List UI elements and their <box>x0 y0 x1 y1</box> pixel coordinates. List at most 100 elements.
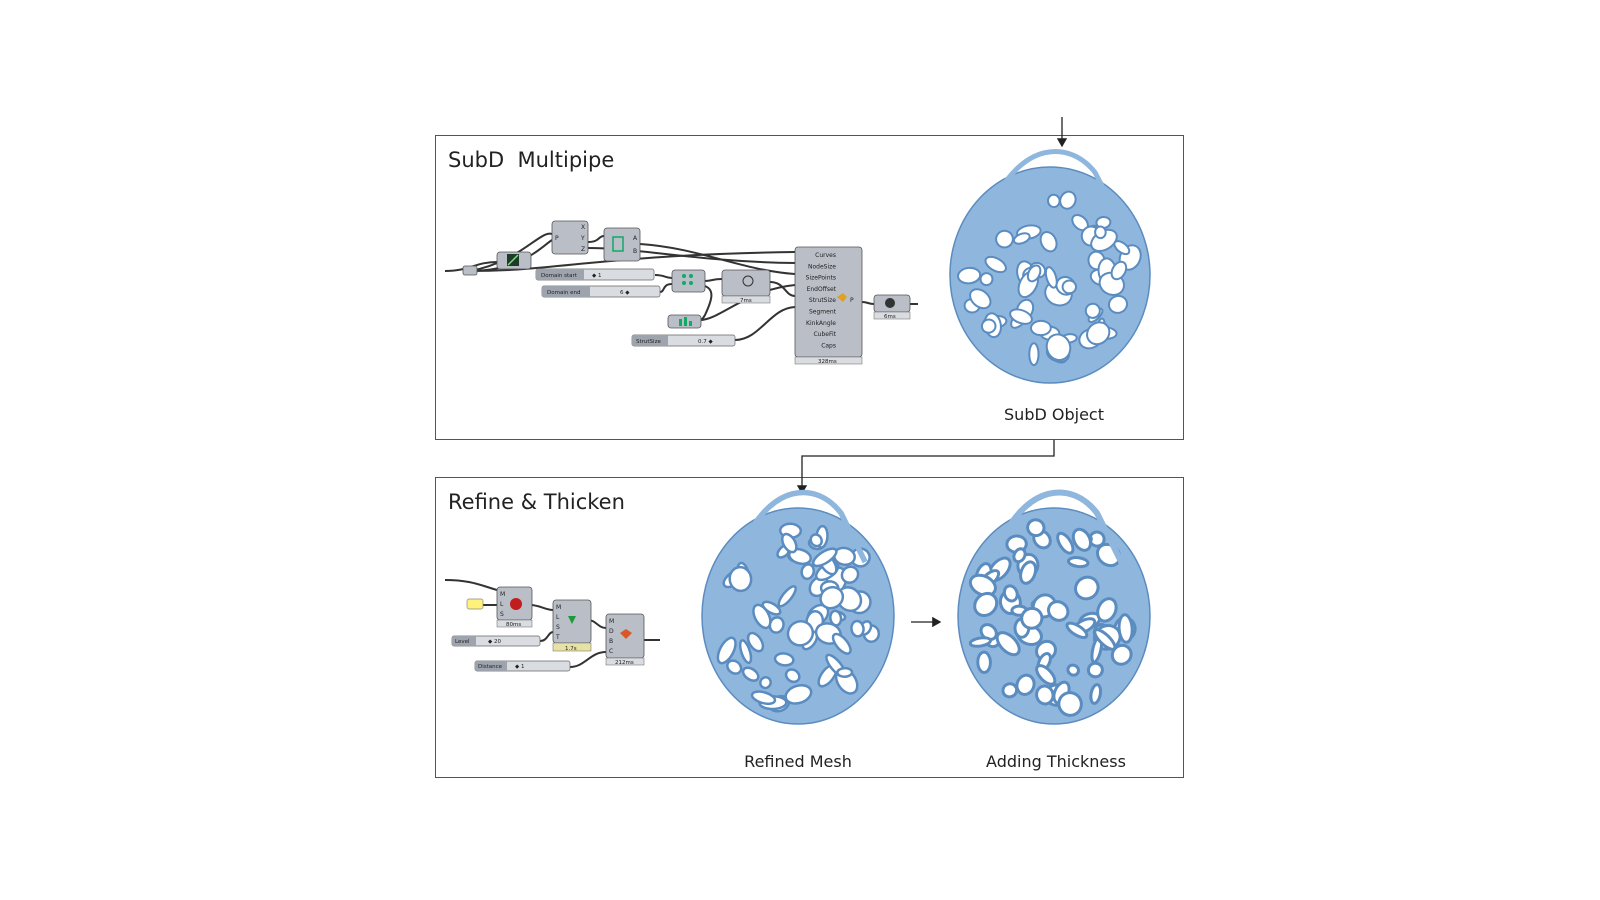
mesh-cell <box>1113 240 1131 256</box>
multipipe-input-label: Curves <box>815 252 836 259</box>
mesh-cell <box>968 573 997 597</box>
svg-text:M: M <box>609 618 614 625</box>
mesh-cell <box>1096 597 1118 623</box>
mesh-cell <box>1074 575 1100 601</box>
mesh-cell <box>1084 302 1101 319</box>
slider-value: 6 ◆ <box>620 290 630 296</box>
panel-title-subd-multipipe: SubD Multipipe <box>448 148 615 172</box>
mesh-cell <box>819 585 845 610</box>
mesh-cell <box>973 591 999 618</box>
mesh-cell <box>984 255 1007 274</box>
mesh-cell <box>1056 531 1075 555</box>
svg-text:L: L <box>500 601 504 608</box>
slider-value: 0.7 ◆ <box>698 339 713 345</box>
mesh-cell <box>957 266 982 285</box>
svg-text:B: B <box>633 248 637 255</box>
mesh-cell <box>1086 321 1111 346</box>
thickened-mesh <box>957 489 1151 725</box>
multipipe-input-label: KinkAngle <box>806 320 836 327</box>
mesh-cell <box>1020 606 1044 630</box>
mesh-cell <box>1044 266 1058 289</box>
refined-mesh <box>701 489 895 725</box>
svg-text:C: C <box>609 648 613 655</box>
timing-label: 1.7s <box>565 646 577 652</box>
mesh-cell <box>829 609 843 627</box>
mesh-cell <box>1028 342 1040 367</box>
slider-label: StrutSize <box>636 339 661 345</box>
mesh-cell <box>1002 584 1019 603</box>
strutsize-slider[interactable]: StrutSize 0.7 ◆ <box>631 334 736 347</box>
mesh-cell <box>1089 683 1103 705</box>
mesh-cell <box>980 318 997 334</box>
slider-label: Domain end <box>547 290 580 296</box>
slider-label: Distance <box>478 664 503 670</box>
grasshopper-definition-top: P X Y Z A B Domain start ◆ 1 Domain end … <box>444 220 918 365</box>
mesh-strut <box>737 489 868 564</box>
caption-refined-mesh: Refined Mesh <box>744 752 852 771</box>
mesh-strut <box>987 149 1123 223</box>
caption-adding-thickness: Adding Thickness <box>986 752 1126 771</box>
mesh-cell <box>1071 527 1092 552</box>
mesh-cell <box>1015 673 1036 696</box>
svg-text:Y: Y <box>580 235 585 242</box>
domain-start-slider[interactable]: Domain start ◆ 1 <box>535 268 655 281</box>
svg-text:A: A <box>633 235 638 242</box>
mesh-cell <box>738 639 753 665</box>
mesh-cell <box>1107 294 1129 314</box>
svg-text:M: M <box>556 604 561 611</box>
mesh-cell <box>1012 232 1031 245</box>
mesh-cell <box>1026 264 1042 283</box>
multipipe-component[interactable]: Curves NodeSize SizePoints EndOffset StrutSi… <box>794 246 863 365</box>
subd-object-mesh <box>949 149 1151 384</box>
slider-value: ◆ 1 <box>515 664 524 670</box>
mesh-cell <box>1086 661 1104 679</box>
multipipe-input-label: Segment <box>809 309 837 316</box>
timing-label: 212ms <box>615 660 634 666</box>
mesh-cell <box>768 616 785 634</box>
svg-text:T: T <box>555 634 560 641</box>
timing-label: 80ms <box>506 622 521 628</box>
svg-text:P: P <box>555 235 559 242</box>
mesh-strut <box>993 489 1124 564</box>
distance-slider[interactable]: Distance ◆ 1 <box>474 660 571 672</box>
mesh-cell <box>809 533 823 548</box>
svg-text:L: L <box>556 614 560 621</box>
svg-text:P: P <box>850 297 854 304</box>
slider-label: Level <box>455 639 470 645</box>
mesh-cell <box>726 659 743 675</box>
slider-label: Domain start <box>541 273 578 279</box>
mesh-cell <box>786 620 815 647</box>
svg-text:X: X <box>581 224 585 231</box>
mesh-cell <box>746 631 765 653</box>
svg-text:B: B <box>609 638 613 645</box>
mesh-cell <box>1061 279 1077 295</box>
mesh-cell <box>773 652 795 667</box>
multipipe-input-label: NodeSize <box>808 263 836 270</box>
mesh-cell <box>750 690 777 706</box>
mesh-cell <box>1094 225 1107 240</box>
mesh-cell <box>811 547 838 568</box>
mesh-cell <box>1009 308 1033 325</box>
mesh-cell <box>976 650 992 674</box>
svg-text:D: D <box>609 628 614 635</box>
multipipe-input-label: EndOffset <box>807 286 837 293</box>
timing-label: 6ms <box>884 314 896 320</box>
mesh-cell <box>800 563 816 581</box>
caption-subd-object: SubD Object <box>1004 405 1104 424</box>
level-slider[interactable]: Level ◆ 20 <box>451 635 541 647</box>
mesh-cell <box>1117 613 1134 644</box>
mesh-cell <box>995 631 1021 657</box>
domain-end-slider[interactable]: Domain end 6 ◆ <box>541 285 661 298</box>
mesh-cell <box>716 636 737 665</box>
svg-text:M: M <box>500 591 505 598</box>
mesh-cell <box>1047 600 1070 622</box>
mesh-cell <box>1039 231 1058 253</box>
slider-value: ◆ 20 <box>488 639 501 645</box>
mesh-cell <box>1057 691 1083 717</box>
mesh-cell <box>728 565 753 593</box>
connector-arrow-icon <box>796 440 1055 495</box>
mesh-cell <box>836 666 854 678</box>
mesh-cell <box>741 666 760 682</box>
